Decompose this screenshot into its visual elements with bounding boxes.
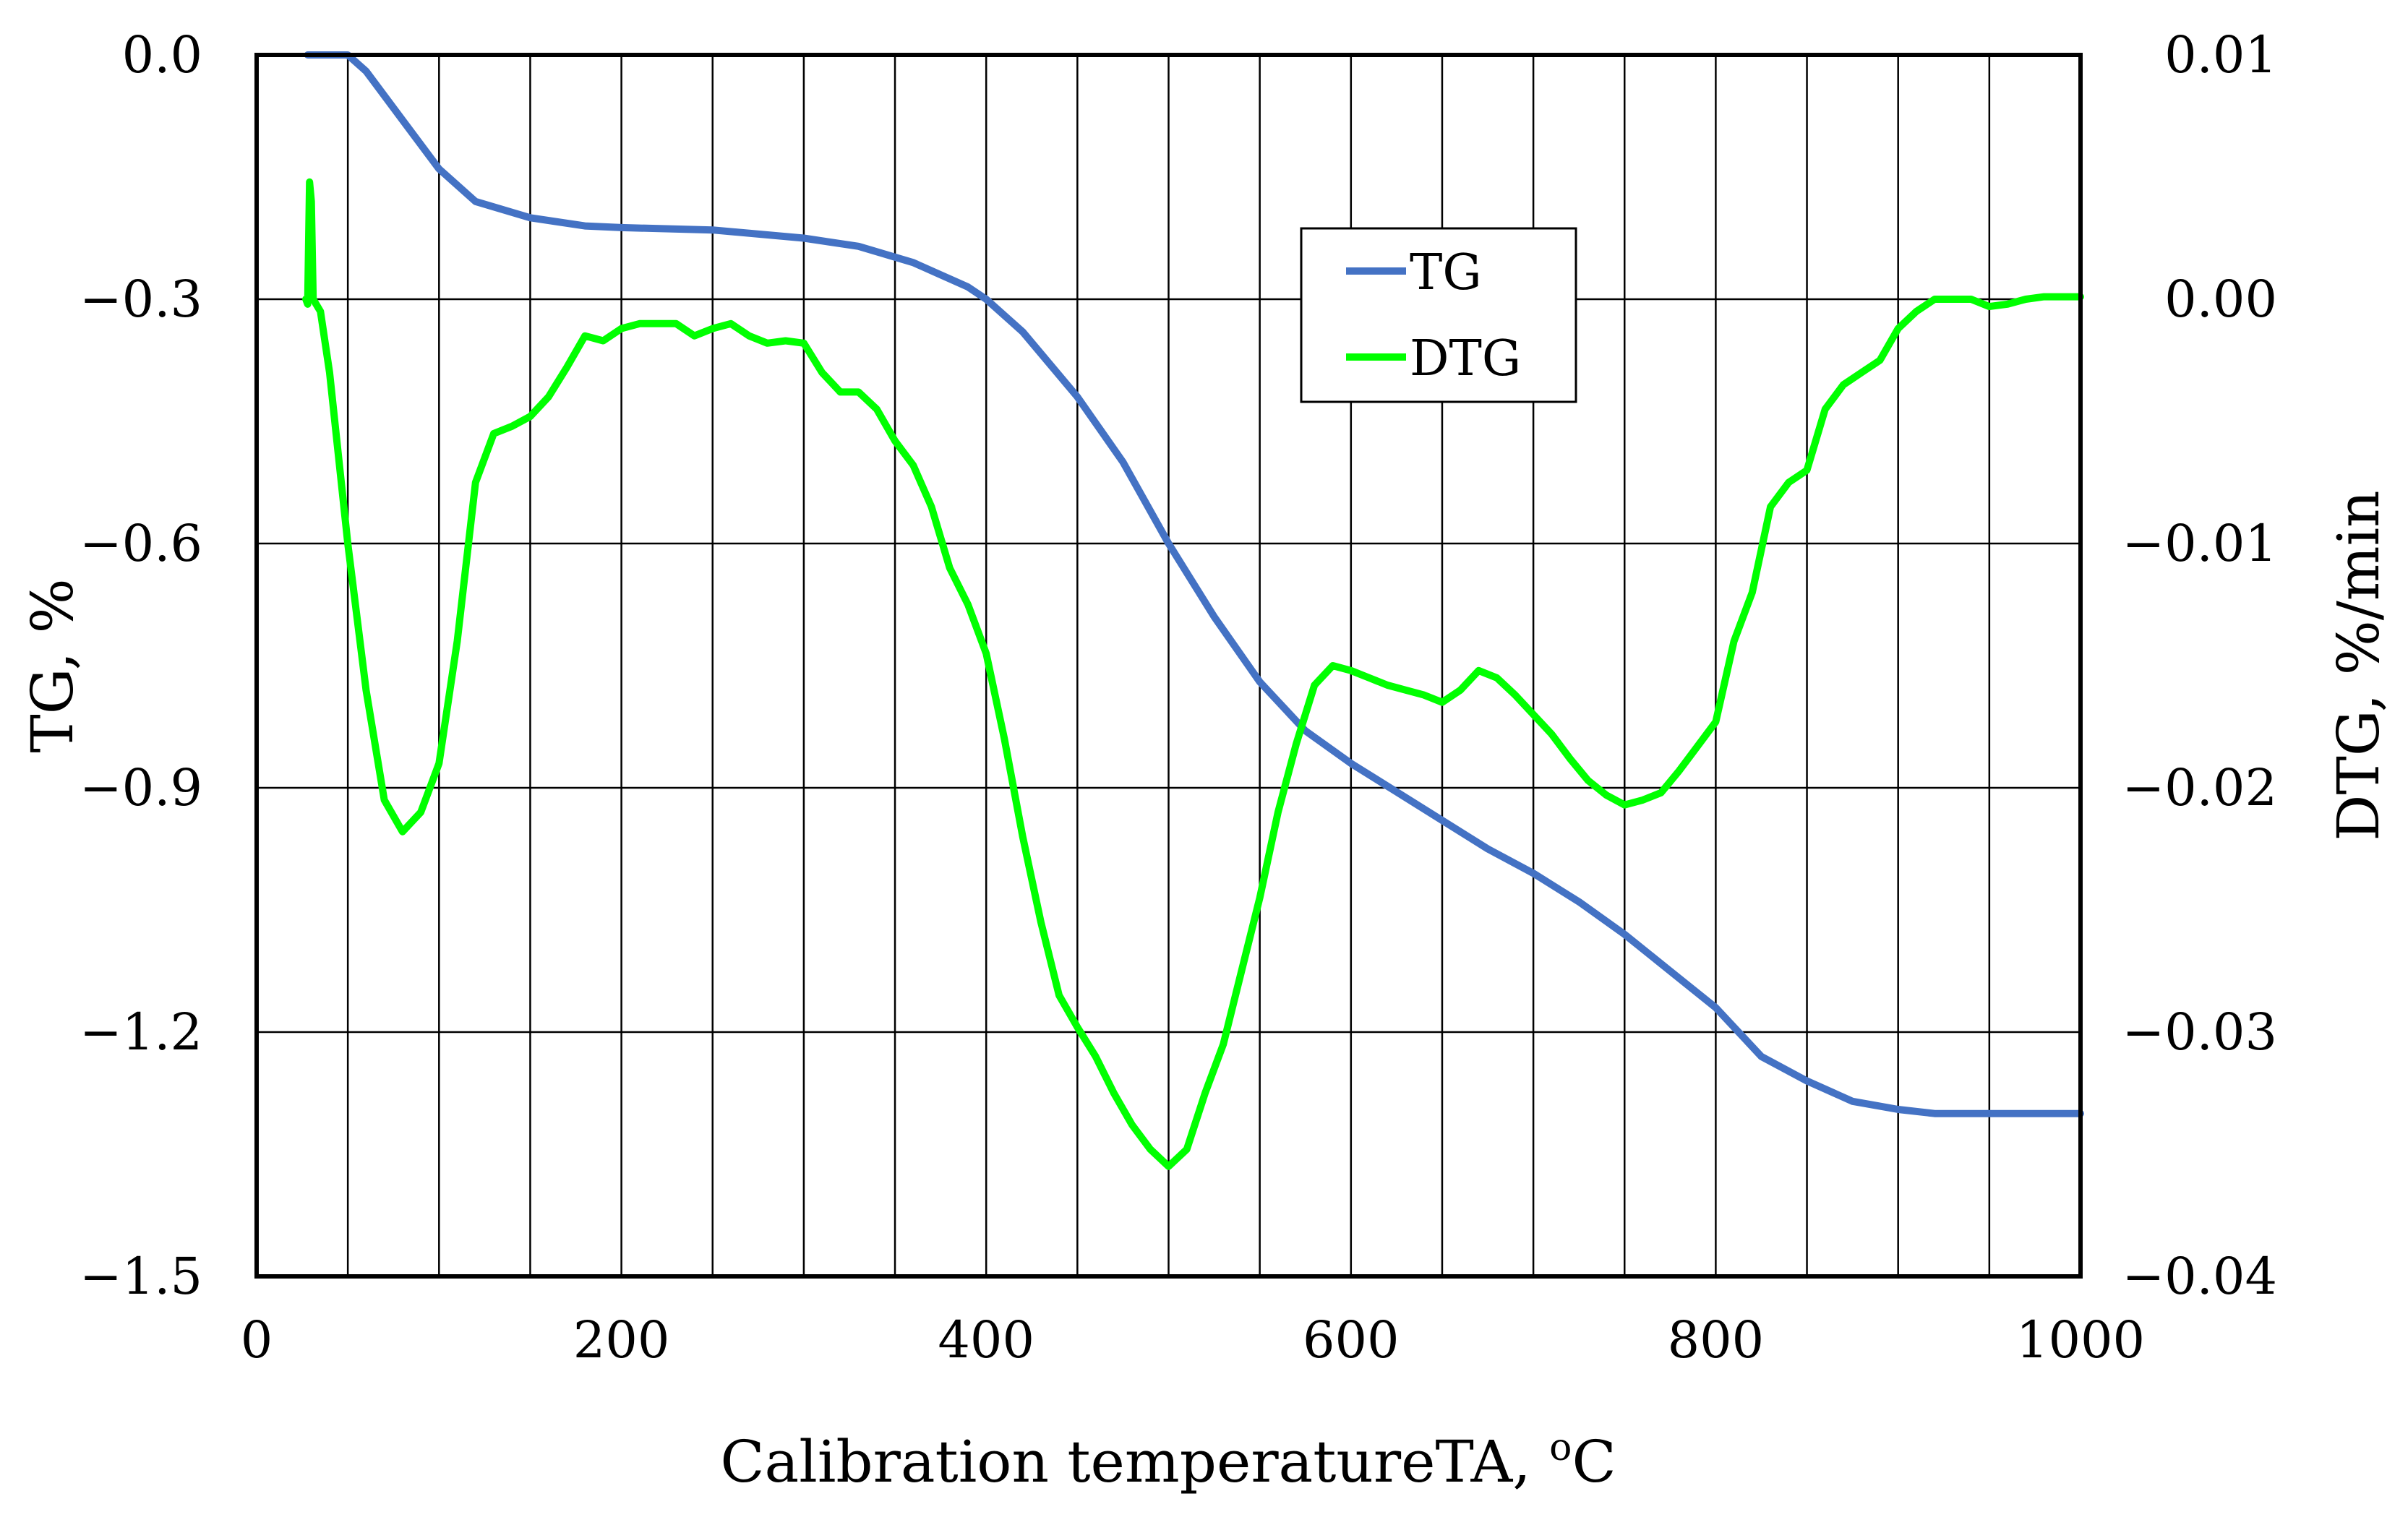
y-right-tick-label: −0.02: [2122, 758, 2277, 817]
legend-box: [1300, 227, 1577, 403]
y-right-axis-title: DTG, %/min: [2325, 490, 2392, 841]
y-right-tick-label: 0.01: [2164, 25, 2277, 85]
legend-label-tg: TG: [1410, 244, 1482, 301]
y-right-tick-label: −0.04: [2122, 1247, 2277, 1306]
y-right-tick-label: −0.01: [2122, 514, 2277, 573]
y-right-tick-label: 0.00: [2164, 270, 2277, 329]
gridlines: [255, 53, 2082, 1278]
tg-series-line: [304, 51, 2084, 1117]
x-tick-label: 1000: [2016, 1310, 2145, 1370]
y-left-tick-label: −0.6: [80, 514, 202, 573]
x-tick-label: 200: [573, 1310, 670, 1370]
x-axis-title-text: Calibration temperatureTA,: [720, 1428, 1549, 1495]
x-tick-label: 0: [241, 1310, 273, 1370]
y-left-tick-label: −0.3: [80, 270, 202, 329]
dtg-series-line: [302, 178, 2084, 1170]
x-tick-label: 800: [1668, 1310, 1765, 1370]
x-axis-title-unit: C: [1572, 1428, 1616, 1495]
tick-labels: 0 200 400 600 800 1000 0.0 −0.3 −0.6 −0.9 −1.2 −1.5…: [80, 25, 2277, 1370]
legend-label-dtg: DTG: [1410, 330, 1521, 387]
y-left-tick-label: 0.0: [122, 25, 202, 85]
x-axis-title: Calibration temperatureTA, oC: [720, 1426, 1616, 1495]
y-left-axis-title: TG, %: [19, 578, 86, 752]
y-left-tick-label: −0.9: [80, 758, 202, 817]
x-tick-label: 600: [1303, 1310, 1400, 1370]
y-left-tick-label: −1.5: [80, 1247, 202, 1306]
legend: TG DTG: [1300, 227, 1577, 403]
y-right-tick-label: −0.03: [2122, 1002, 2277, 1062]
data-series: [302, 51, 2084, 1170]
plot-frame: [254, 53, 2083, 1279]
x-axis-title-superscript: o: [1549, 1426, 1572, 1469]
x-tick-label: 400: [938, 1310, 1034, 1370]
y-left-tick-label: −1.2: [80, 1002, 202, 1062]
